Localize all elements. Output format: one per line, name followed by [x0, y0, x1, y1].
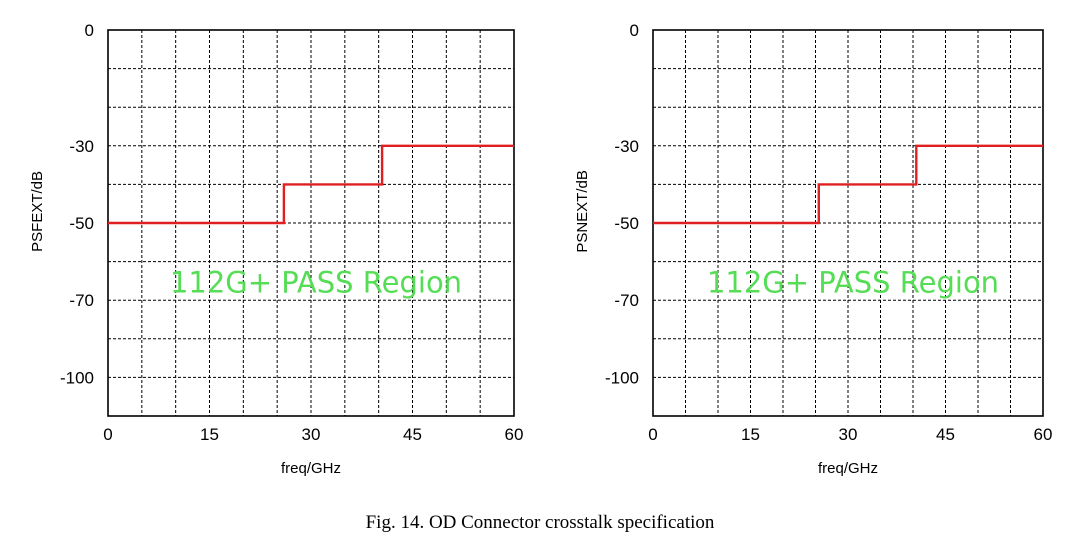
y-tick-label: -50 [69, 214, 94, 233]
y-tick-label: -30 [614, 137, 639, 156]
x-tick-label: 45 [403, 425, 422, 444]
limit-line-series [653, 144, 1043, 225]
y-tick-label: -50 [614, 214, 639, 233]
figure-caption: Fig. 14. OD Connector crosstalk specific… [366, 512, 715, 533]
x-axis-label: freq/GHz [818, 460, 878, 477]
x-tick-label: 15 [741, 425, 760, 444]
y-axis-label: PSNEXT/dB [574, 170, 591, 253]
x-tick-label: 30 [302, 425, 321, 444]
y-axis-label: PSFEXT/dB [29, 171, 46, 252]
x-tick-label: 0 [103, 425, 112, 444]
y-tick-label: 0 [630, 21, 639, 40]
pass-region-annotation: 112G+ PASS Region [170, 265, 462, 299]
chart-left: 0 -30 -50 -70 -100 0 15 30 45 60 freq/GHz PSFEXT/dB… [29, 21, 523, 477]
limit-line-series [108, 144, 514, 225]
y-tick-label: -30 [69, 137, 94, 156]
x-tick-label: 30 [839, 425, 858, 444]
y-tick-label: -70 [69, 291, 94, 310]
pass-region-annotation: 112G+ PASS Region [707, 265, 999, 299]
x-tick-label: 60 [1034, 425, 1053, 444]
x-tick-label: 45 [936, 425, 955, 444]
x-axis-label: freq/GHz [281, 460, 341, 477]
y-tick-label: -100 [60, 368, 94, 387]
y-tick-label: 0 [85, 21, 94, 40]
x-tick-label: 15 [200, 425, 219, 444]
y-tick-label: -100 [605, 368, 639, 387]
y-tick-label: -70 [614, 291, 639, 310]
chart-right: 0 -30 -50 -70 -100 0 15 30 45 60 freq/GHz PSNEXT/dB… [574, 21, 1052, 477]
x-tick-label: 0 [648, 425, 657, 444]
x-tick-label: 60 [505, 425, 524, 444]
